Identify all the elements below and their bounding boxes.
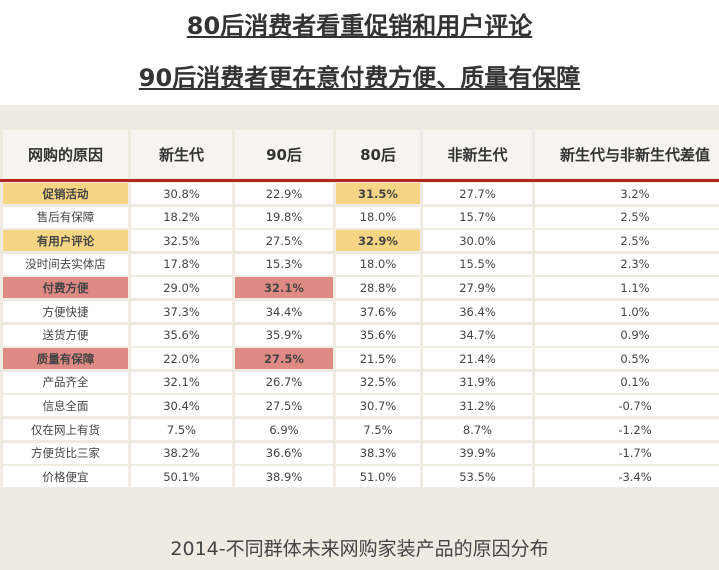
value-cell: 1.0%: [535, 301, 719, 322]
value-cell: 0.5%: [535, 348, 719, 370]
value-cell: 27.5%: [235, 230, 333, 252]
value-cell: 31.9%: [423, 371, 532, 393]
value-cell: 15.3%: [235, 253, 333, 275]
value-cell: 1.1%: [535, 277, 719, 299]
value-cell: 27.9%: [423, 277, 532, 299]
value-cell: 22.0%: [131, 348, 232, 370]
value-cell: 18.2%: [131, 206, 232, 228]
value-cell: 15.7%: [423, 206, 532, 228]
value-cell: -3.4%: [535, 466, 719, 488]
value-cell: 35.6%: [336, 324, 420, 346]
value-cell: 8.7%: [423, 419, 532, 440]
value-cell: 6.9%: [235, 419, 333, 440]
column-header: 80后: [336, 130, 420, 178]
title-line: 80后消费者看重促销和用户评论: [186, 12, 533, 40]
value-cell: 22.9%: [235, 183, 333, 204]
value-cell: -0.7%: [535, 395, 719, 417]
value-cell: 32.5%: [336, 371, 420, 393]
value-cell: 27.5%: [235, 348, 333, 370]
value-cell: 39.9%: [423, 442, 532, 464]
row-label: 产品齐全: [3, 371, 128, 393]
row-label: 质量有保障: [3, 348, 128, 370]
row-label: 促销活动: [3, 183, 128, 204]
value-cell: 34.7%: [423, 324, 532, 346]
value-cell: -1.2%: [535, 419, 719, 440]
value-cell: 32.9%: [336, 230, 420, 252]
row-label: 价格便宜: [3, 466, 128, 488]
value-cell: 31.2%: [423, 395, 532, 417]
column-header: 非新生代: [423, 130, 532, 178]
column-header: 新生代与非新生代差值: [535, 130, 719, 178]
value-cell: 53.5%: [423, 466, 532, 488]
value-cell: 32.5%: [131, 230, 232, 252]
row-label: 仅在网上有货: [3, 419, 128, 440]
value-cell: -1.7%: [535, 442, 719, 464]
value-cell: 21.5%: [336, 348, 420, 370]
value-cell: 18.0%: [336, 253, 420, 275]
row-label: 付费方便: [3, 277, 128, 299]
value-cell: 7.5%: [131, 419, 232, 440]
value-cell: 27.7%: [423, 183, 532, 204]
value-cell: 19.8%: [235, 206, 333, 228]
row-label: 售后有保障: [3, 206, 128, 228]
value-cell: 36.6%: [235, 442, 333, 464]
value-cell: 2.5%: [535, 206, 719, 228]
value-cell: 34.4%: [235, 301, 333, 322]
value-cell: 35.6%: [131, 324, 232, 346]
row-label: 信息全面: [3, 395, 128, 417]
value-cell: 2.5%: [535, 230, 719, 252]
column-header: 新生代: [131, 130, 232, 178]
value-cell: 36.4%: [423, 301, 532, 322]
value-cell: 37.6%: [336, 301, 420, 322]
value-cell: 18.0%: [336, 206, 420, 228]
column-header: 90后: [235, 130, 333, 178]
value-cell: 27.5%: [235, 395, 333, 417]
value-cell: 32.1%: [235, 277, 333, 299]
row-label: 方便快捷: [3, 301, 128, 322]
value-cell: 17.8%: [131, 253, 232, 275]
value-cell: 21.4%: [423, 348, 532, 370]
row-label: 没时间去实体店: [3, 253, 128, 275]
value-cell: 30.4%: [131, 395, 232, 417]
value-cell: 2.3%: [535, 253, 719, 275]
value-cell: 35.9%: [235, 324, 333, 346]
title-line: 90后消费者更在意付费方便、质量有保障: [138, 64, 581, 92]
value-cell: 38.9%: [235, 466, 333, 488]
value-cell: 3.2%: [535, 183, 719, 204]
value-cell: 32.1%: [131, 371, 232, 393]
value-cell: 38.2%: [131, 442, 232, 464]
column-header: 网购的原因: [3, 130, 128, 178]
value-cell: 50.1%: [131, 466, 232, 488]
value-cell: 7.5%: [336, 419, 420, 440]
value-cell: 29.0%: [131, 277, 232, 299]
value-cell: 37.3%: [131, 301, 232, 322]
value-cell: 28.8%: [336, 277, 420, 299]
header-rule: [0, 179, 719, 182]
value-cell: 31.5%: [336, 183, 420, 204]
row-label: 有用户评论: [3, 230, 128, 252]
value-cell: 38.3%: [336, 442, 420, 464]
value-cell: 30.0%: [423, 230, 532, 252]
value-cell: 30.7%: [336, 395, 420, 417]
row-label: 送货方便: [3, 324, 128, 346]
value-cell: 15.5%: [423, 253, 532, 275]
row-label: 方便货比三家: [3, 442, 128, 464]
value-cell: 51.0%: [336, 466, 420, 488]
caption: 2014-不同群体未来网购家装产品的原因分布: [170, 538, 549, 560]
value-cell: 0.9%: [535, 324, 719, 346]
value-cell: 26.7%: [235, 371, 333, 393]
value-cell: 0.1%: [535, 371, 719, 393]
value-cell: 30.8%: [131, 183, 232, 204]
